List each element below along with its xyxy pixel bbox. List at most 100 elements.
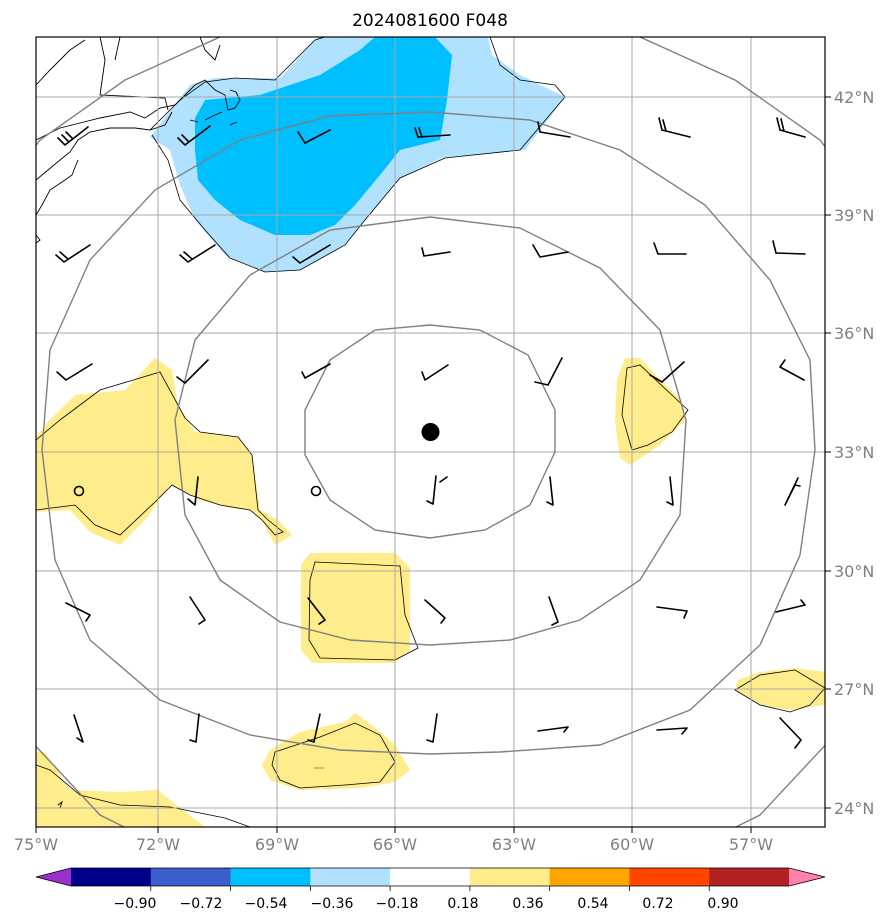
lon-label: 75°W [14, 835, 58, 854]
colorbar-tick-label: 0.90 [707, 896, 738, 912]
wind-barb [772, 240, 806, 255]
lon-label: 57°W [729, 835, 773, 854]
colorbar-tick-label: −0.18 [376, 896, 419, 912]
colorbar-segment [549, 868, 630, 886]
wind-barb [653, 242, 687, 255]
colorbar-segment [629, 868, 710, 886]
wind-barb [307, 713, 321, 743]
lon-label: 63°W [492, 835, 536, 854]
wind-barb [439, 476, 448, 483]
lat-label: 39°N [834, 206, 874, 225]
colorbar-tick-label: 0.36 [512, 896, 543, 912]
wind-barb [426, 475, 437, 505]
wind-barb [424, 599, 446, 624]
wind-barb [534, 357, 563, 386]
colorbar-tick-label: 0.18 [447, 896, 478, 912]
wind-barb [292, 244, 331, 264]
colorbar-segment [709, 868, 790, 886]
map-title: 2024081600 F048 [352, 11, 508, 31]
wind-barb [656, 727, 688, 735]
storm-center-marker [421, 423, 440, 441]
wind-barb [73, 714, 84, 743]
colorbar-tick-label: 0.54 [577, 896, 608, 912]
wind-barb [179, 244, 216, 263]
wind-barbs [55, 117, 806, 749]
calm-wind-circle [310, 485, 322, 497]
colorbar-segment [71, 868, 152, 886]
colorbar-tick-label: −0.90 [114, 896, 157, 912]
yellow-region-center [301, 553, 410, 663]
lon-label: 72°W [136, 835, 180, 854]
wind-barb [414, 127, 451, 138]
colorbar-extend-low [36, 868, 71, 886]
blue-fill [195, 37, 452, 235]
wind-barb [779, 717, 802, 749]
range-ring-1 [304, 324, 556, 539]
wind-barb [426, 713, 438, 743]
yellow-region-south [262, 713, 410, 790]
range-rings [36, 37, 825, 827]
colorbar-segment [390, 868, 471, 886]
coastline [36, 37, 241, 809]
colorbar-tick-label: −0.72 [180, 896, 223, 912]
colorbar-labels: −0.90 −0.72 −0.54 −0.36 −0.18 0.18 0.36 … [114, 896, 739, 912]
colorbar-segment [150, 868, 232, 886]
lon-label: 60°W [610, 835, 654, 854]
wind-barb [301, 363, 331, 379]
map-content [36, 37, 825, 827]
lon-label: 69°W [255, 835, 299, 854]
wind-barb [421, 364, 449, 381]
wind-barb [546, 476, 554, 506]
lat-label: 30°N [834, 562, 874, 581]
wind-barb [297, 129, 331, 144]
wind-barb [776, 117, 806, 138]
wind-barb [658, 117, 691, 138]
wind-barb [532, 244, 569, 258]
colorbar-segment [310, 868, 391, 886]
latitude-labels: 42°N 39°N 36°N 33°N 30°N 27°N 24°N [834, 88, 874, 818]
lat-label: 42°N [834, 88, 874, 107]
wind-barb [775, 599, 806, 613]
wind-barb [65, 602, 91, 622]
range-ring-2 [174, 216, 687, 646]
wind-barb [177, 125, 211, 146]
longitude-labels: 75°W 72°W 69°W 66°W 63°W 60°W 57°W [14, 835, 773, 854]
colorbar-segment [469, 868, 551, 886]
wind-barb [56, 363, 93, 381]
wind-barb [537, 726, 569, 733]
wind-barb [537, 121, 571, 138]
wind-barb [189, 713, 200, 743]
colorbar-tick-label: −0.36 [311, 896, 354, 912]
map-frame [35, 36, 826, 828]
range-ring-3 [41, 111, 816, 755]
lat-label: 24°N [834, 799, 874, 818]
lon-label: 66°W [373, 835, 417, 854]
grid-lines [36, 37, 825, 827]
wind-barb [649, 361, 685, 383]
colorbar: −0.90 −0.72 −0.54 −0.36 −0.18 0.18 0.36 … [35, 867, 826, 912]
colorbar-segment [230, 868, 311, 886]
wind-barb [666, 476, 674, 506]
lat-label: 27°N [834, 680, 874, 699]
wind-barb [176, 359, 209, 384]
colorbar-segments [71, 868, 790, 886]
wind-barb [307, 597, 326, 625]
lat-label: 33°N [834, 443, 874, 462]
wind-barb [189, 596, 206, 625]
wind-barb [55, 244, 91, 263]
wind-barb [784, 477, 801, 506]
calm-wind-circle [73, 485, 85, 497]
axis-ticks [35, 96, 831, 833]
wind-barb [421, 247, 451, 257]
wind-barb [548, 596, 559, 626]
colorbar-tick-label: −0.54 [245, 896, 288, 912]
colorbar-outline [35, 867, 826, 891]
wind-barb [57, 126, 89, 146]
colorbar-tick-label: 0.72 [642, 896, 673, 912]
lat-label: 36°N [834, 324, 874, 343]
wind-barb [187, 476, 199, 506]
colorbar-extend-high [789, 868, 825, 886]
wind-barb [779, 359, 805, 381]
wind-barb [656, 606, 688, 619]
